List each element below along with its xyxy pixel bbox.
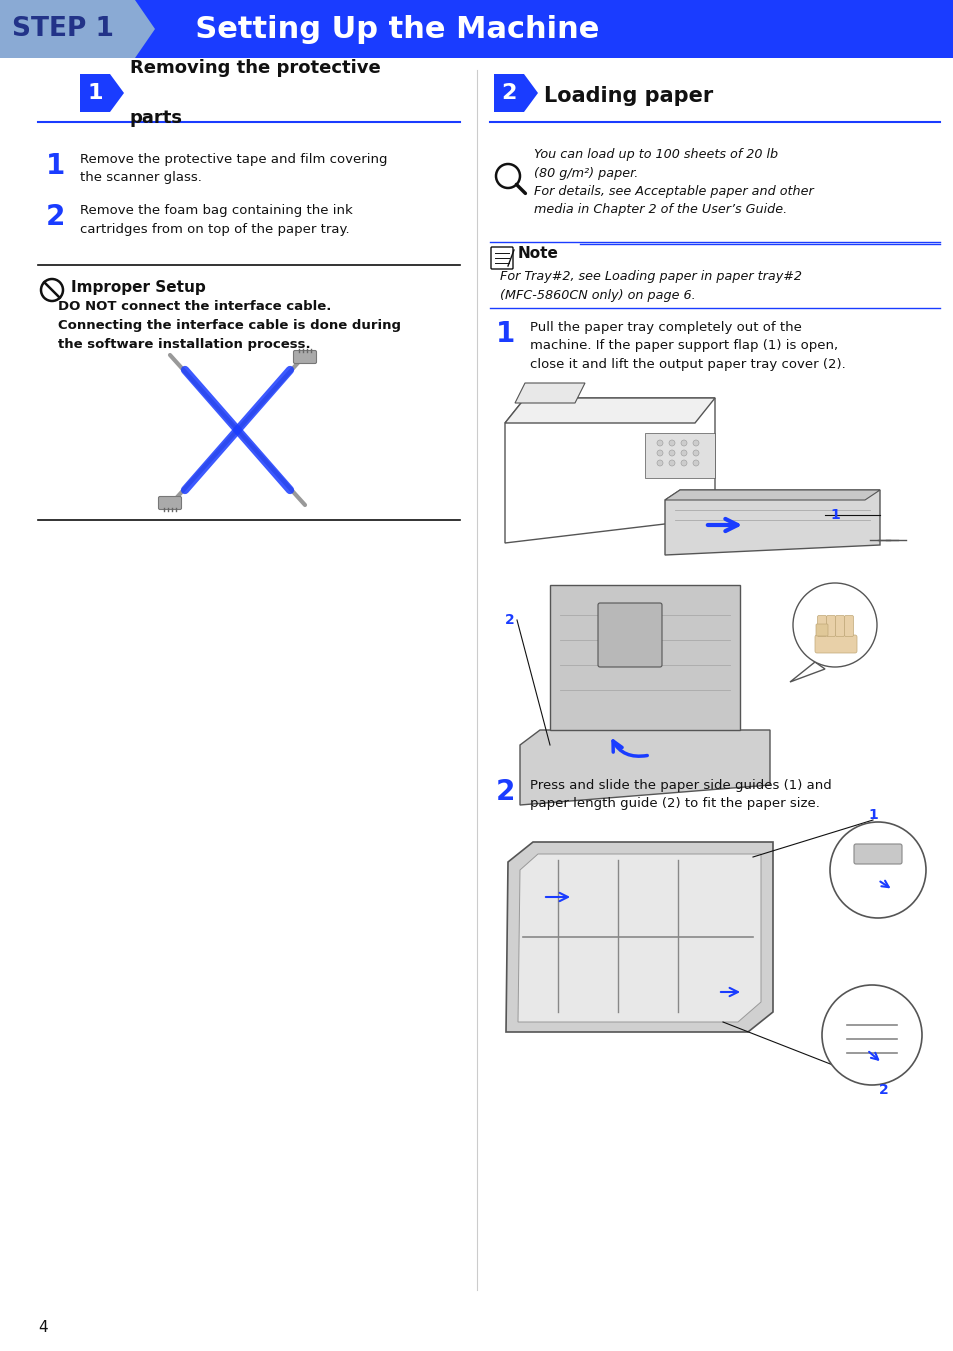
FancyBboxPatch shape	[494, 74, 523, 112]
Text: parts: parts	[130, 109, 183, 127]
Text: DO NOT connect the interface cable.
Connecting the interface cable is done durin: DO NOT connect the interface cable. Conn…	[58, 300, 400, 351]
FancyBboxPatch shape	[815, 624, 827, 636]
Text: Setting Up the Machine: Setting Up the Machine	[173, 15, 598, 43]
Text: 1: 1	[867, 808, 877, 821]
Text: Removing the protective: Removing the protective	[130, 59, 380, 77]
Text: 1: 1	[46, 153, 65, 180]
Polygon shape	[504, 399, 714, 543]
Circle shape	[680, 459, 686, 466]
Polygon shape	[523, 74, 537, 112]
FancyBboxPatch shape	[0, 0, 953, 58]
FancyBboxPatch shape	[80, 74, 110, 112]
Polygon shape	[0, 0, 154, 58]
FancyBboxPatch shape	[158, 497, 181, 509]
Circle shape	[829, 821, 925, 917]
Polygon shape	[505, 842, 772, 1032]
Polygon shape	[519, 730, 769, 805]
Circle shape	[668, 459, 675, 466]
Circle shape	[821, 985, 921, 1085]
Text: Loading paper: Loading paper	[543, 86, 713, 105]
FancyBboxPatch shape	[835, 616, 843, 636]
FancyBboxPatch shape	[814, 635, 856, 653]
Polygon shape	[110, 74, 124, 112]
FancyBboxPatch shape	[853, 844, 901, 865]
Circle shape	[692, 440, 699, 446]
Circle shape	[668, 450, 675, 457]
Polygon shape	[550, 585, 740, 730]
Polygon shape	[664, 490, 879, 555]
Polygon shape	[664, 490, 879, 500]
Circle shape	[792, 584, 876, 667]
Text: 2: 2	[500, 82, 517, 103]
Polygon shape	[504, 399, 714, 423]
Text: For Tray#2, see Loading paper in paper tray#2
(MFC-5860CN only) on page 6.: For Tray#2, see Loading paper in paper t…	[499, 270, 801, 301]
Text: 2: 2	[504, 613, 515, 627]
FancyBboxPatch shape	[294, 350, 316, 363]
Text: Press and slide the paper side guides (1) and
paper length guide (2) to fit the : Press and slide the paper side guides (1…	[530, 780, 831, 811]
Text: Note: Note	[517, 246, 558, 261]
Circle shape	[692, 450, 699, 457]
Circle shape	[657, 450, 662, 457]
Text: 2: 2	[496, 778, 515, 807]
FancyBboxPatch shape	[817, 616, 825, 636]
Text: Remove the foam bag containing the ink
cartridges from on top of the paper tray.: Remove the foam bag containing the ink c…	[80, 204, 353, 235]
FancyBboxPatch shape	[843, 616, 853, 636]
Text: Remove the protective tape and film covering
the scanner glass.: Remove the protective tape and film cove…	[80, 153, 387, 185]
FancyBboxPatch shape	[825, 616, 835, 636]
Text: You can load up to 100 sheets of 20 lb
(80 g/m²) paper.
For details, see Accepta: You can load up to 100 sheets of 20 lb (…	[534, 149, 813, 216]
FancyBboxPatch shape	[491, 247, 513, 269]
Text: Improper Setup: Improper Setup	[71, 280, 206, 295]
Text: 4: 4	[38, 1320, 48, 1335]
Polygon shape	[644, 434, 714, 478]
Polygon shape	[517, 854, 760, 1021]
Text: 2: 2	[46, 203, 66, 231]
Circle shape	[680, 440, 686, 446]
Polygon shape	[515, 382, 584, 403]
Circle shape	[692, 459, 699, 466]
Text: 2: 2	[879, 1084, 888, 1097]
Text: 1: 1	[496, 320, 515, 349]
Circle shape	[657, 440, 662, 446]
FancyBboxPatch shape	[598, 603, 661, 667]
Circle shape	[668, 440, 675, 446]
Text: Pull the paper tray completely out of the
machine. If the paper support flap (1): Pull the paper tray completely out of th…	[530, 322, 845, 372]
Text: 1: 1	[87, 82, 103, 103]
Polygon shape	[789, 662, 824, 682]
Text: STEP 1: STEP 1	[12, 16, 113, 42]
Circle shape	[680, 450, 686, 457]
Circle shape	[657, 459, 662, 466]
Text: 1: 1	[829, 508, 839, 521]
